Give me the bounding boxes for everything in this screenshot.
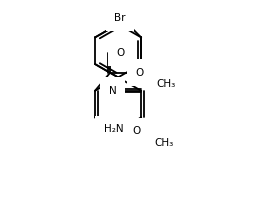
Text: CH₃: CH₃ bbox=[154, 138, 173, 148]
Text: Br: Br bbox=[114, 13, 125, 23]
Text: O: O bbox=[114, 132, 122, 142]
Text: O: O bbox=[135, 68, 143, 78]
Text: CH₃: CH₃ bbox=[157, 79, 176, 90]
Text: O: O bbox=[132, 126, 141, 136]
Text: O: O bbox=[116, 48, 124, 58]
Text: N: N bbox=[109, 86, 117, 96]
Text: H₂N: H₂N bbox=[104, 124, 123, 134]
